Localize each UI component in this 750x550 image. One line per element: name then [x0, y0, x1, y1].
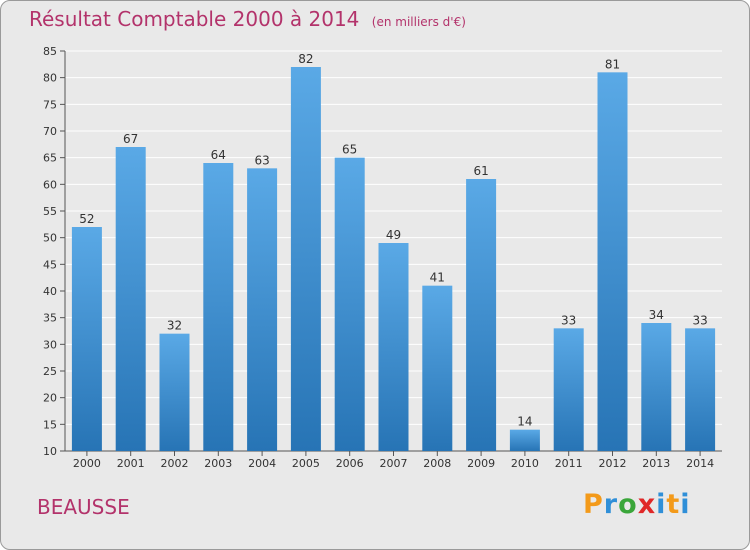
y-tick-label: 45 — [43, 258, 57, 271]
logo-letter: o — [618, 489, 638, 520]
bar-value-label: 34 — [649, 308, 664, 322]
logo-letter: P — [583, 489, 604, 520]
bar — [509, 429, 540, 451]
y-tick-label: 55 — [43, 205, 57, 218]
x-tick-label: 2000 — [73, 457, 101, 470]
x-tick-label: 2014 — [686, 457, 714, 470]
y-tick-label: 15 — [43, 418, 57, 431]
bar-value-label: 32 — [167, 319, 182, 333]
x-tick-label: 2011 — [555, 457, 583, 470]
bar — [159, 333, 190, 451]
bar — [422, 285, 453, 451]
bar-value-label: 49 — [386, 228, 401, 242]
x-tick-label: 2010 — [511, 457, 539, 470]
bar — [290, 67, 321, 451]
y-tick-label: 30 — [43, 338, 57, 351]
y-tick-label: 40 — [43, 285, 57, 298]
chart-title-text: Résultat Comptable 2000 à 2014 — [29, 7, 360, 31]
bar — [71, 227, 102, 451]
bar-value-label: 64 — [211, 148, 226, 162]
bar-value-label: 61 — [473, 164, 488, 178]
y-tick-label: 50 — [43, 232, 57, 245]
bar — [685, 328, 716, 451]
x-tick-label: 2009 — [467, 457, 495, 470]
y-tick-label: 75 — [43, 98, 57, 111]
y-tick-label: 80 — [43, 72, 57, 85]
y-tick-label: 25 — [43, 365, 57, 378]
bar — [553, 328, 584, 451]
x-tick-label: 2001 — [117, 457, 145, 470]
y-tick-label: 10 — [43, 445, 57, 458]
bar-value-label: 52 — [79, 212, 94, 226]
logo-letter: t — [666, 489, 681, 520]
bar-value-label: 33 — [692, 313, 707, 327]
x-tick-label: 2003 — [204, 457, 232, 470]
x-tick-label: 2013 — [642, 457, 670, 470]
bar — [597, 72, 628, 451]
proxiti-logo[interactable]: Proxiti — [583, 489, 691, 520]
bar — [247, 168, 278, 452]
x-tick-label: 2002 — [161, 457, 189, 470]
y-tick-label: 20 — [43, 392, 57, 405]
y-tick-label: 60 — [43, 178, 57, 191]
bar — [466, 179, 497, 451]
bar — [641, 323, 672, 451]
bar — [115, 147, 146, 451]
chart-title: Résultat Comptable 2000 à 2014 (en milli… — [29, 7, 466, 31]
x-tick-label: 2012 — [599, 457, 627, 470]
bar-value-label: 14 — [517, 415, 532, 429]
logo-letter: x — [637, 489, 657, 520]
logo-letter: i — [656, 489, 667, 520]
y-tick-label: 85 — [43, 45, 57, 58]
bar — [334, 157, 365, 451]
x-tick-label: 2005 — [292, 457, 320, 470]
bar — [378, 243, 409, 451]
bar-value-label: 67 — [123, 132, 138, 146]
x-tick-label: 2007 — [380, 457, 408, 470]
logo-letter: i — [680, 489, 691, 520]
bar-value-label: 65 — [342, 143, 357, 157]
y-tick-label: 35 — [43, 312, 57, 325]
x-tick-label: 2006 — [336, 457, 364, 470]
x-tick-label: 2008 — [423, 457, 451, 470]
bar-value-label: 82 — [298, 52, 313, 66]
y-tick-label: 70 — [43, 125, 57, 138]
bar-value-label: 81 — [605, 57, 620, 71]
logo-letter: r — [603, 489, 619, 520]
chart-subtitle: (en milliers d'€) — [371, 15, 466, 29]
x-tick-label: 2004 — [248, 457, 276, 470]
bar — [203, 163, 234, 451]
bar-value-label: 63 — [254, 153, 269, 167]
location-name: BEAUSSE — [37, 495, 130, 519]
bar-value-label: 41 — [430, 271, 445, 285]
bar-value-label: 33 — [561, 313, 576, 327]
y-tick-label: 65 — [43, 152, 57, 165]
